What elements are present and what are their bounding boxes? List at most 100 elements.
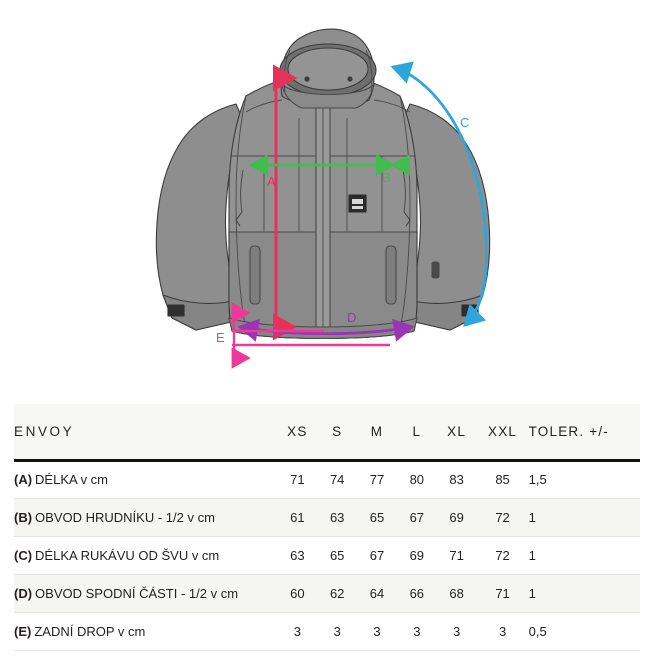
cell-e-s: 3: [317, 612, 358, 651]
cell-a-xl: 83: [436, 460, 477, 499]
cell-b-xs: 61: [277, 498, 318, 537]
table-row: (C) DÉLKA RUKÁVU OD ŠVU v cm 63 65 67 69 …: [14, 536, 640, 575]
row-label-c: (C) DÉLKA RUKÁVU OD ŠVU v cm: [14, 536, 278, 575]
cell-c-xxl: 72: [476, 536, 529, 575]
jacket-graphic: [155, 28, 491, 340]
cell-e-tolerance: 0,5: [528, 612, 634, 651]
table-header-row: ENVOY XS S M L XL XXL TOLER. +/-: [14, 404, 640, 462]
row-label-d: (D) OBVOD SPODNÍ ČÁSTI - 1/2 v cm: [14, 574, 278, 613]
cell-a-xs: 71: [277, 460, 318, 499]
column-header-tolerance: TOLER. +/-: [528, 404, 634, 462]
row-text-c: DÉLKA RUKÁVU OD ŠVU v cm: [35, 547, 220, 563]
brand-label: ENVOY: [14, 404, 278, 462]
cell-e-xs: 3: [277, 612, 318, 651]
cell-c-xl: 71: [436, 536, 477, 575]
cell-b-l: 67: [396, 498, 437, 537]
size-chart-table: ENVOY XS S M L XL XXL TOLER. +/- (A) DÉLK…: [14, 404, 640, 651]
hood-opening-inner: [287, 47, 369, 91]
row-label-e: (E) ZADNÍ DROP v cm: [14, 612, 278, 651]
cell-c-l: 69: [396, 536, 437, 575]
table-row: (B) OBVOD HRUDNÍKU - 1/2 v cm 61 63 65 67…: [14, 498, 640, 537]
cell-c-spacer: [633, 536, 640, 575]
hood-grommet-right: [347, 76, 353, 82]
column-header-spacer: [633, 404, 640, 462]
cell-b-tolerance: 1: [528, 498, 634, 537]
table-row: (D) OBVOD SPODNÍ ČÁSTI - 1/2 v cm 60 62 6…: [14, 574, 640, 613]
table-row: (A) DÉLKA v cm 71 74 77 80 83 85 1,5: [14, 460, 640, 499]
cell-b-s: 63: [317, 498, 358, 537]
row-code-c: (C): [14, 547, 33, 563]
column-header-l: L: [396, 404, 437, 462]
cell-c-xs: 63: [277, 536, 318, 575]
row-label-a: (A) DÉLKA v cm: [14, 460, 278, 499]
measurement-line-C-rev: [390, 61, 488, 326]
left-armhole-seam: [235, 95, 247, 331]
row-code-d: (D): [14, 585, 33, 601]
jacket-illustration-panel: A B C D E: [155, 28, 491, 369]
table-row: (E) ZADNÍ DROP v cm 3 3 3 3 3 3 0,5: [14, 612, 640, 651]
cell-d-xl: 68: [436, 574, 477, 613]
column-header-xxl: XXL: [476, 404, 529, 462]
left-sleeve: [155, 103, 245, 331]
cell-e-xxl: 3: [476, 612, 529, 651]
row-code-a: (A): [14, 472, 33, 487]
cell-b-spacer: [633, 498, 640, 537]
row-label-b: (B) OBVOD HRUDNÍKU - 1/2 v cm: [14, 498, 278, 537]
cell-d-s: 62: [317, 574, 358, 613]
cell-a-tolerance: 1,5: [528, 460, 634, 499]
left-cuff-tab: [167, 304, 185, 317]
cell-c-s: 65: [317, 536, 358, 575]
jacket-technical-drawing: A B C D E: [155, 28, 491, 369]
cell-d-l: 66: [396, 574, 437, 613]
cell-a-m: 77: [357, 460, 397, 499]
cell-b-m: 65: [357, 498, 397, 537]
row-text-b: OBVOD HRUDNÍKU - 1/2 v cm: [35, 509, 215, 525]
cell-d-spacer: [633, 574, 640, 613]
measurement-marker-C: C: [390, 61, 488, 327]
row-code-e: (E): [14, 623, 32, 639]
shoulder-right-seam: [373, 99, 411, 113]
cell-d-m: 64: [357, 574, 397, 613]
measurement-label-D: D: [347, 310, 356, 325]
measurement-label-C: C: [460, 115, 469, 130]
row-text-a: DÉLKA v cm: [35, 472, 109, 487]
hood-right-edge: [365, 49, 373, 93]
cell-c-m: 67: [357, 536, 397, 575]
measurement-marker-B: B: [248, 154, 410, 185]
size-chart-container: ENVOY XS S M L XL XXL TOLER. +/- (A) DÉLK…: [14, 404, 640, 651]
cell-a-l: 80: [396, 460, 437, 499]
left-hand-pocket: [249, 245, 261, 305]
left-chest-zip: [240, 169, 244, 213]
measurement-label-B: B: [382, 170, 391, 185]
row-code-b: (B): [14, 509, 33, 525]
cell-a-xxl: 85: [476, 460, 529, 499]
brand-logo-inner-2: [352, 206, 363, 209]
cell-e-m: 3: [357, 612, 397, 651]
column-header-m: M: [357, 404, 397, 462]
row-text-e: ZADNÍ DROP v cm: [34, 623, 146, 639]
left-zip-pull: [235, 211, 243, 227]
cell-d-xxl: 71: [476, 574, 529, 613]
cell-a-s: 74: [317, 460, 358, 499]
measurement-marker-E: E: [216, 302, 390, 369]
cell-e-spacer: [633, 612, 640, 651]
sleeve-pocket: [431, 261, 440, 279]
right-armhole-seam: [399, 95, 411, 331]
column-header-xs: XS: [277, 404, 318, 462]
right-zip-pull: [403, 211, 411, 227]
cell-e-l: 3: [396, 612, 437, 651]
measurement-label-A: A: [267, 174, 276, 189]
cell-d-tolerance: 1: [528, 574, 634, 613]
cell-d-xs: 60: [277, 574, 318, 613]
hood-grommet-left: [304, 76, 310, 82]
cell-b-xxl: 72: [476, 498, 529, 537]
left-cuff: [162, 294, 237, 331]
column-header-s: S: [317, 404, 358, 462]
cell-b-xl: 69: [436, 498, 477, 537]
brand-logo-inner: [352, 199, 363, 204]
row-text-d: OBVOD SPODNÍ ČÁSTI - 1/2 v cm: [35, 585, 239, 601]
measurement-marker-A: A: [267, 64, 297, 341]
cell-a-spacer: [633, 460, 640, 499]
measurement-label-E: E: [216, 330, 225, 345]
cell-e-xl: 3: [436, 612, 477, 651]
